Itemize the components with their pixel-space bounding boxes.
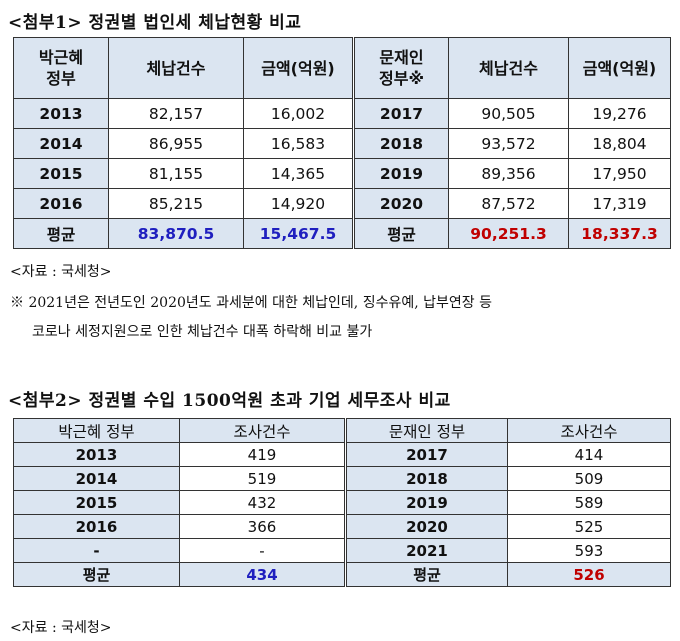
count-cell: 90,505 bbox=[448, 98, 569, 129]
year-cell: 2015 bbox=[13, 158, 109, 189]
table-row: 2015 81,155 14,365 2019 89,356 17,950 bbox=[13, 158, 671, 189]
count-cell: 85,215 bbox=[108, 188, 244, 219]
amount-cell: 17,319 bbox=[568, 188, 671, 219]
header-gov-left: 박근혜 정부 bbox=[13, 37, 109, 99]
year-cell: 2017 bbox=[344, 442, 508, 467]
average-label: 평균 bbox=[352, 218, 449, 249]
table-row: 2016 85,215 14,920 2020 87,572 17,319 bbox=[13, 188, 671, 219]
count-cell: 419 bbox=[179, 442, 346, 467]
year-cell: 2018 bbox=[344, 466, 508, 491]
average-amount-left: 15,467.5 bbox=[243, 218, 354, 249]
count-cell: 589 bbox=[507, 490, 671, 515]
count-cell: 81,155 bbox=[108, 158, 244, 189]
average-label: 평균 bbox=[344, 562, 508, 587]
average-row: 평균 83,870.5 15,467.5 평균 90,251.3 18,337.… bbox=[13, 218, 671, 249]
year-cell: 2017 bbox=[352, 98, 449, 129]
tax-arrears-table: 박근혜 정부 체납건수 금액(억원) 문재인 정부※ 체납건수 금액(억원) 201… bbox=[13, 37, 671, 249]
header-count-left: 조사건수 bbox=[179, 418, 346, 443]
average-count-right: 526 bbox=[507, 562, 671, 587]
amount-cell: 19,276 bbox=[568, 98, 671, 129]
year-cell: 2015 bbox=[13, 490, 180, 515]
count-cell: 366 bbox=[179, 514, 346, 539]
header-count-left: 체납건수 bbox=[108, 37, 244, 99]
year-cell: 2013 bbox=[13, 442, 180, 467]
section1-title: <첨부1> 정권별 법인세 체납현황 비교 bbox=[8, 13, 302, 33]
footnote-line1: ※ 2021년은 전년도인 2020년도 과세분에 대한 체납인데, 징수유예,… bbox=[10, 295, 492, 311]
header-gov-left: 박근혜 정부 bbox=[13, 418, 180, 443]
average-label: 평균 bbox=[13, 562, 180, 587]
count-cell: 86,955 bbox=[108, 128, 244, 159]
section2-source: <자료 : 국세청> bbox=[10, 620, 112, 636]
year-cell: 2014 bbox=[13, 128, 109, 159]
year-cell: 2016 bbox=[13, 188, 109, 219]
header-amount-right: 금액(억원) bbox=[568, 37, 671, 99]
amount-cell: 17,950 bbox=[568, 158, 671, 189]
amount-cell: 16,002 bbox=[243, 98, 354, 129]
average-row: 평균 434 평균 526 bbox=[13, 562, 671, 587]
year-cell: 2020 bbox=[352, 188, 449, 219]
tax-audit-table: 박근혜 정부 조사건수 문재인 정부 조사건수 2013 419 2017 41… bbox=[13, 418, 671, 587]
count-cell: 593 bbox=[507, 538, 671, 563]
table-row: 2014 519 2018 509 bbox=[13, 466, 671, 491]
count-cell: 525 bbox=[507, 514, 671, 539]
table-row: 2013 419 2017 414 bbox=[13, 442, 671, 467]
count-cell: - bbox=[179, 538, 346, 563]
header-gov-right: 문재인 정부 bbox=[344, 418, 508, 443]
average-count-left: 83,870.5 bbox=[108, 218, 244, 249]
header-amount-left: 금액(억원) bbox=[243, 37, 354, 99]
table-row: 2013 82,157 16,002 2017 90,505 19,276 bbox=[13, 98, 671, 129]
table-header-row: 박근혜 정부 조사건수 문재인 정부 조사건수 bbox=[13, 418, 671, 443]
count-cell: 414 bbox=[507, 442, 671, 467]
year-cell: 2014 bbox=[13, 466, 180, 491]
count-cell: 82,157 bbox=[108, 98, 244, 129]
table-row: 2014 86,955 16,583 2018 93,572 18,804 bbox=[13, 128, 671, 159]
average-amount-right: 18,337.3 bbox=[568, 218, 671, 249]
table-row: 2016 366 2020 525 bbox=[13, 514, 671, 539]
table-header-row: 박근혜 정부 체납건수 금액(억원) 문재인 정부※ 체납건수 금액(억원) bbox=[13, 37, 671, 99]
count-cell: 432 bbox=[179, 490, 346, 515]
count-cell: 519 bbox=[179, 466, 346, 491]
average-label: 평균 bbox=[13, 218, 109, 249]
table-row: 2015 432 2019 589 bbox=[13, 490, 671, 515]
count-cell: 87,572 bbox=[448, 188, 569, 219]
average-count-left: 434 bbox=[179, 562, 346, 587]
count-cell: 509 bbox=[507, 466, 671, 491]
year-cell: 2016 bbox=[13, 514, 180, 539]
amount-cell: 14,920 bbox=[243, 188, 354, 219]
header-count-right: 조사건수 bbox=[507, 418, 671, 443]
section1-source: <자료 : 국세청> bbox=[10, 264, 112, 280]
amount-cell: 16,583 bbox=[243, 128, 354, 159]
year-cell: 2013 bbox=[13, 98, 109, 129]
section2-title: <첨부2> 정권별 수입 1500억원 초과 기업 세무조사 비교 bbox=[8, 391, 451, 411]
table-row: - - 2021 593 bbox=[13, 538, 671, 563]
year-cell: 2021 bbox=[344, 538, 508, 563]
count-cell: 89,356 bbox=[448, 158, 569, 189]
count-cell: 93,572 bbox=[448, 128, 569, 159]
year-cell: 2020 bbox=[344, 514, 508, 539]
year-cell: - bbox=[13, 538, 180, 563]
year-cell: 2018 bbox=[352, 128, 449, 159]
year-cell: 2019 bbox=[352, 158, 449, 189]
average-count-right: 90,251.3 bbox=[448, 218, 569, 249]
header-gov-right: 문재인 정부※ bbox=[352, 37, 449, 99]
footnote-line2: 코로나 세정지원으로 인한 체납건수 대폭 하락해 비교 불가 bbox=[32, 324, 373, 340]
header-count-right: 체납건수 bbox=[448, 37, 569, 99]
amount-cell: 18,804 bbox=[568, 128, 671, 159]
year-cell: 2019 bbox=[344, 490, 508, 515]
amount-cell: 14,365 bbox=[243, 158, 354, 189]
